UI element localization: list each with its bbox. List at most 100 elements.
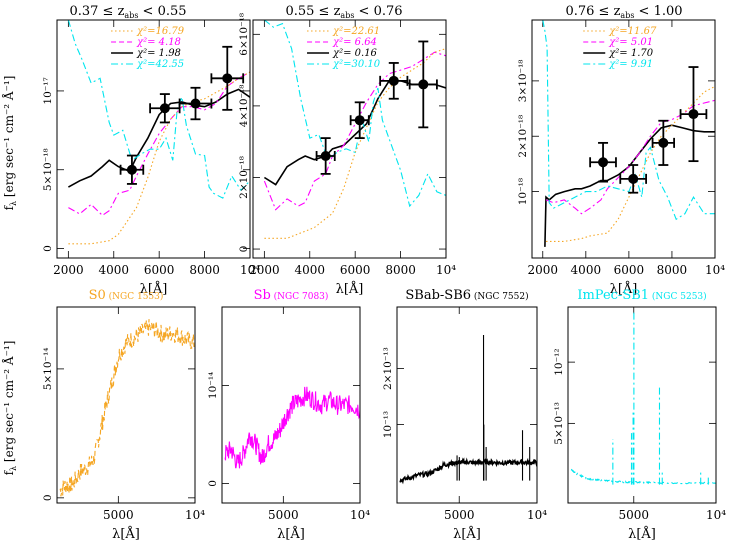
point-marker bbox=[598, 157, 609, 168]
y-tick-label: 0 bbox=[207, 480, 219, 487]
series-Sb bbox=[68, 71, 250, 217]
y-tick-label: 10⁻¹³ bbox=[382, 411, 394, 438]
x-tick-label: 5000 bbox=[103, 508, 134, 522]
x-axis-label: λ[Å] bbox=[610, 281, 638, 297]
y-tick-label: 2×10⁻¹³ bbox=[382, 347, 394, 390]
data-point bbox=[679, 66, 708, 163]
y-tick-label: 3×10⁻¹⁸ bbox=[517, 59, 529, 102]
x-axis-label: λ[Å] bbox=[628, 526, 656, 542]
x-tick-label: 10⁴ bbox=[706, 508, 726, 522]
series-ImPec bbox=[67, 20, 250, 199]
series-S0 bbox=[68, 71, 250, 245]
y-tick-label: 10⁻¹⁸ bbox=[517, 178, 529, 205]
legend-label-SBab: χ²= 1.98 bbox=[136, 48, 181, 59]
y-tick-label: 10⁻¹⁷ bbox=[42, 77, 54, 104]
panel-top-3: 2000 4000 6000 8000 10⁴ 10⁻¹⁸ 2×10⁻¹⁸ 3×10⁻¹⁸ λ[… bbox=[517, 19, 725, 297]
panel-title-2: 0.55 ≤ zabs < 0.76 bbox=[285, 4, 402, 20]
x-tick-label: 5000 bbox=[268, 508, 299, 522]
panel-title-1: 0.37 ≤ zabs < 0.55 bbox=[69, 4, 186, 20]
point-marker bbox=[628, 173, 639, 184]
legend-label-S0: χ²=16.79 bbox=[136, 26, 185, 37]
legend-label-SBab: χ²= 1.70 bbox=[608, 48, 654, 59]
plot-area bbox=[542, 20, 715, 247]
point-marker bbox=[354, 115, 365, 126]
plot-area bbox=[67, 20, 250, 245]
point-marker bbox=[658, 137, 669, 148]
x-axis-label: λ[Å] bbox=[336, 281, 364, 297]
x-tick-label: 4000 bbox=[98, 263, 129, 277]
y-tick-label: 6×10⁻¹⁸ bbox=[238, 13, 250, 56]
y-tick-label: 2×10⁻¹⁸ bbox=[517, 115, 529, 158]
x-axis-label: λ[Å] bbox=[277, 526, 305, 542]
data-point bbox=[651, 119, 675, 166]
axes-frame bbox=[56, 19, 251, 259]
y-tick-label: 5×10⁻¹⁸ bbox=[42, 148, 54, 191]
point-marker bbox=[688, 109, 699, 120]
x-tick-label: 4000 bbox=[294, 263, 325, 277]
plot-area bbox=[399, 335, 537, 485]
series-ImPec bbox=[264, 20, 446, 208]
panel-title-text: 0.55 ≤ zabs < 0.76 bbox=[285, 4, 402, 20]
y-tick-label: 0 bbox=[238, 246, 250, 253]
y-tick-label: 2×10⁻¹⁸ bbox=[238, 156, 250, 199]
panel-bottom-2: 5000 10⁴ 0 10⁻¹⁴ λ[Å] Sb (NGC 7083) bbox=[207, 288, 370, 542]
x-tick-label: 2000 bbox=[249, 263, 280, 277]
panel-title-text: 0.37 ≤ zabs < 0.55 bbox=[69, 4, 186, 20]
panel-title: S0 (NGC 1553) bbox=[89, 288, 164, 303]
x-tick-label: 8000 bbox=[385, 263, 416, 277]
y-axis-label-bottom: fλ [erg sec⁻¹ cm⁻² Å⁻¹] bbox=[1, 341, 18, 476]
x-tick-label: 10⁴ bbox=[240, 263, 260, 277]
x-tick-label: 5000 bbox=[619, 508, 650, 522]
panel-title: Sb (NGC 7083) bbox=[254, 288, 329, 303]
x-tick-label: 2000 bbox=[527, 263, 558, 277]
y-tick-label: 10⁻¹⁴ bbox=[207, 372, 219, 399]
data-point bbox=[619, 164, 648, 194]
data-point bbox=[408, 40, 438, 129]
data-point bbox=[210, 45, 245, 111]
legend-label-S0: χ²=11.67 bbox=[608, 26, 657, 37]
panel-bottom-3: 5000 10⁴ 10⁻¹³ 2×10⁻¹³ λ[Å] SBab-SB6 (NGC 755… bbox=[382, 288, 547, 542]
data-point bbox=[349, 101, 370, 140]
panel-top-2: 2000 4000 6000 8000 10⁴ 0 2×10⁻¹⁸ 4×10⁻¹⁸ 6×10⁻¹… bbox=[238, 13, 456, 297]
y-tick-label: 4×10⁻¹⁸ bbox=[238, 84, 250, 127]
x-tick-label: 10⁴ bbox=[436, 263, 456, 277]
y-axis-label-top: fλ [erg sec⁻¹ cm⁻² Å⁻¹] bbox=[1, 76, 18, 211]
y-tick-label: 5×10⁻¹⁴ bbox=[42, 347, 54, 390]
panel-bottom-1: 5000 10⁴ 0 5×10⁻¹⁴ λ[Å] S0 (NGC 1553) bbox=[42, 288, 205, 542]
series-S0 bbox=[59, 319, 195, 497]
x-tick-label: 10⁴ bbox=[705, 263, 725, 277]
x-axis-label: λ[Å] bbox=[453, 526, 481, 542]
legend-label-Sb: χ²= 4.18 bbox=[136, 37, 181, 48]
legend-label-Sb: χ²= 6.64 bbox=[332, 37, 377, 48]
panel-bottom-4: 5000 10⁴ 5×10⁻¹³ 10⁻¹² λ[Å] ImPec-SB1 (NGC 52… bbox=[553, 288, 726, 542]
plot-area bbox=[570, 310, 716, 485]
series-SBab bbox=[544, 124, 715, 247]
plot-area bbox=[263, 20, 446, 239]
legend-label-ImPec: χ²=42.55 bbox=[136, 59, 184, 70]
x-tick-label: 6000 bbox=[144, 263, 175, 277]
x-tick-label: 10⁴ bbox=[350, 508, 370, 522]
point-marker bbox=[320, 151, 331, 161]
x-tick-label: 5000 bbox=[444, 508, 475, 522]
series-SBab bbox=[263, 80, 446, 186]
x-tick-label: 6000 bbox=[340, 263, 371, 277]
y-tick-label: 5×10⁻¹³ bbox=[553, 402, 565, 445]
x-tick-label: 10⁴ bbox=[527, 508, 547, 522]
panel-title-3: 0.76 ≤ zabs < 1.00 bbox=[565, 4, 682, 20]
point-marker bbox=[388, 75, 399, 86]
axes-frame bbox=[567, 306, 717, 504]
legend-label-SBab: χ²= 0.16 bbox=[332, 48, 378, 59]
data-point bbox=[149, 93, 181, 124]
x-tick-label: 8000 bbox=[657, 263, 688, 277]
panel-title: SBab-SB6 (NGC 7552) bbox=[405, 288, 528, 303]
series-SBab bbox=[399, 457, 537, 485]
panel-top-1: 2000 4000 6000 8000 10⁴ 0 5×10⁻¹⁸ 10⁻¹⁷ λ[Å] χ²=1… bbox=[42, 19, 260, 297]
x-tick-label: 4000 bbox=[571, 263, 602, 277]
x-axis-label: λ[Å] bbox=[112, 526, 140, 542]
series-Sb bbox=[224, 386, 360, 469]
point-marker bbox=[159, 103, 170, 114]
x-tick-label: 10⁴ bbox=[185, 508, 205, 522]
plot-area bbox=[59, 319, 195, 497]
point-marker bbox=[190, 98, 201, 109]
